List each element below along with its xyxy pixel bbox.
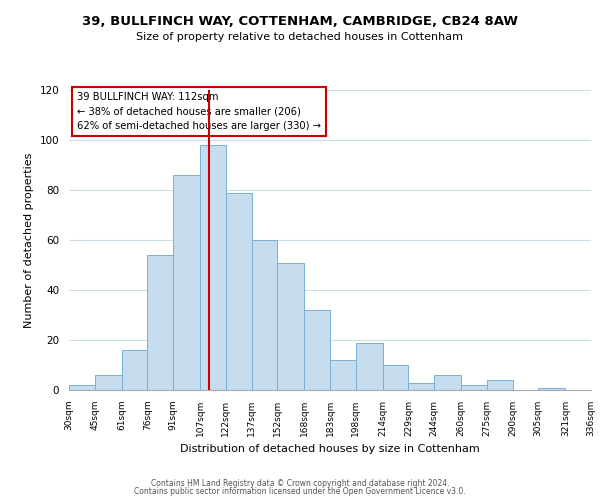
Text: Contains public sector information licensed under the Open Government Licence v3: Contains public sector information licen… <box>134 487 466 496</box>
Bar <box>95 375 122 390</box>
Bar <box>122 350 148 390</box>
Bar <box>434 375 461 390</box>
Text: 39, BULLFINCH WAY, COTTENHAM, CAMBRIDGE, CB24 8AW: 39, BULLFINCH WAY, COTTENHAM, CAMBRIDGE,… <box>82 15 518 28</box>
Bar <box>148 255 173 390</box>
Bar <box>330 360 356 390</box>
Text: Size of property relative to detached houses in Cottenham: Size of property relative to detached ho… <box>137 32 464 42</box>
Bar <box>226 192 251 390</box>
Bar <box>173 175 200 390</box>
Bar <box>200 145 226 390</box>
Y-axis label: Number of detached properties: Number of detached properties <box>24 152 34 328</box>
Bar <box>277 262 304 390</box>
Bar <box>409 382 434 390</box>
Bar <box>487 380 512 390</box>
Text: Contains HM Land Registry data © Crown copyright and database right 2024.: Contains HM Land Registry data © Crown c… <box>151 478 449 488</box>
Bar <box>383 365 409 390</box>
X-axis label: Distribution of detached houses by size in Cottenham: Distribution of detached houses by size … <box>180 444 480 454</box>
Bar <box>356 342 383 390</box>
Bar <box>69 385 95 390</box>
Bar <box>461 385 487 390</box>
Bar <box>251 240 277 390</box>
Text: 39 BULLFINCH WAY: 112sqm
← 38% of detached houses are smaller (206)
62% of semi-: 39 BULLFINCH WAY: 112sqm ← 38% of detach… <box>77 92 321 131</box>
Bar <box>304 310 330 390</box>
Bar <box>538 388 565 390</box>
